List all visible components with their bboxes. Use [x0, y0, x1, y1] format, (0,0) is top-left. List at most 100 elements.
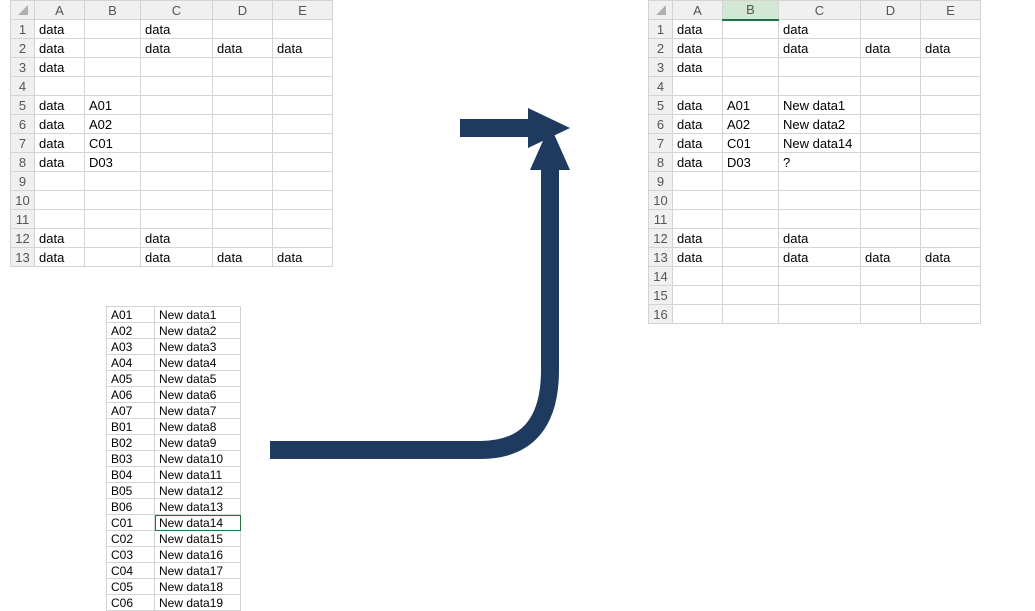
cell-C13[interactable]: data: [141, 248, 213, 267]
lookup-value[interactable]: New data1: [155, 307, 241, 323]
cell-B10[interactable]: [723, 191, 779, 210]
lookup-key[interactable]: C04: [107, 563, 155, 579]
cell-A2[interactable]: data: [673, 39, 723, 58]
cell-B9[interactable]: [85, 172, 141, 191]
cell-C2[interactable]: data: [779, 39, 861, 58]
cell-E4[interactable]: [921, 77, 981, 96]
lookup-value[interactable]: New data7: [155, 403, 241, 419]
cell-E13[interactable]: data: [921, 248, 981, 267]
lookup-key[interactable]: A03: [107, 339, 155, 355]
cell-E9[interactable]: [921, 172, 981, 191]
cell-D2[interactable]: data: [861, 39, 921, 58]
cell-A4[interactable]: [673, 77, 723, 96]
row-header[interactable]: 15: [649, 286, 673, 305]
lookup-value[interactable]: New data16: [155, 547, 241, 563]
col-header-C[interactable]: C: [779, 1, 861, 20]
row-header[interactable]: 7: [649, 134, 673, 153]
lookup-key[interactable]: A05: [107, 371, 155, 387]
cell-A7[interactable]: data: [673, 134, 723, 153]
cell-D7[interactable]: [861, 134, 921, 153]
cell-C1[interactable]: data: [779, 20, 861, 39]
cell-D16[interactable]: [861, 305, 921, 324]
lookup-value[interactable]: New data6: [155, 387, 241, 403]
cell-A11[interactable]: [35, 210, 85, 229]
cell-A1[interactable]: data: [35, 20, 85, 39]
cell-B4[interactable]: [85, 77, 141, 96]
cell-C10[interactable]: [141, 191, 213, 210]
cell-A14[interactable]: [673, 267, 723, 286]
col-header-A[interactable]: A: [673, 1, 723, 20]
lookup-value[interactable]: New data19: [155, 595, 241, 611]
cell-D10[interactable]: [861, 191, 921, 210]
cell-D9[interactable]: [861, 172, 921, 191]
cell-D6[interactable]: [861, 115, 921, 134]
cell-C9[interactable]: [779, 172, 861, 191]
lookup-key[interactable]: C05: [107, 579, 155, 595]
cell-D8[interactable]: [861, 153, 921, 172]
select-all-corner[interactable]: [649, 1, 673, 20]
lookup-value[interactable]: New data9: [155, 435, 241, 451]
row-header[interactable]: 9: [11, 172, 35, 191]
row-header[interactable]: 4: [649, 77, 673, 96]
cell-B4[interactable]: [723, 77, 779, 96]
cell-C13[interactable]: data: [779, 248, 861, 267]
cell-D15[interactable]: [861, 286, 921, 305]
row-header[interactable]: 13: [11, 248, 35, 267]
cell-C3[interactable]: [141, 58, 213, 77]
cell-E2[interactable]: data: [273, 39, 333, 58]
cell-C12[interactable]: data: [779, 229, 861, 248]
row-header[interactable]: 3: [11, 58, 35, 77]
cell-A15[interactable]: [673, 286, 723, 305]
cell-D3[interactable]: [213, 58, 273, 77]
row-header[interactable]: 6: [11, 115, 35, 134]
cell-C16[interactable]: [779, 305, 861, 324]
cell-B15[interactable]: [723, 286, 779, 305]
cell-D2[interactable]: data: [213, 39, 273, 58]
cell-B7[interactable]: C01: [85, 134, 141, 153]
cell-B8[interactable]: D03: [723, 153, 779, 172]
cell-C1[interactable]: data: [141, 20, 213, 39]
cell-C11[interactable]: [141, 210, 213, 229]
row-header[interactable]: 11: [649, 210, 673, 229]
cell-A8[interactable]: data: [35, 153, 85, 172]
cell-A13[interactable]: data: [673, 248, 723, 267]
lookup-value[interactable]: New data3: [155, 339, 241, 355]
cell-C8[interactable]: [141, 153, 213, 172]
cell-E1[interactable]: [921, 20, 981, 39]
row-header[interactable]: 4: [11, 77, 35, 96]
lookup-key[interactable]: A02: [107, 323, 155, 339]
select-all-corner[interactable]: [11, 1, 35, 20]
cell-D3[interactable]: [861, 58, 921, 77]
row-header[interactable]: 1: [11, 20, 35, 39]
row-header[interactable]: 8: [11, 153, 35, 172]
cell-B5[interactable]: A01: [723, 96, 779, 115]
lookup-key[interactable]: B05: [107, 483, 155, 499]
cell-E4[interactable]: [273, 77, 333, 96]
cell-E10[interactable]: [921, 191, 981, 210]
cell-B6[interactable]: A02: [85, 115, 141, 134]
cell-A12[interactable]: data: [35, 229, 85, 248]
cell-C12[interactable]: data: [141, 229, 213, 248]
cell-E7[interactable]: [921, 134, 981, 153]
row-header[interactable]: 10: [649, 191, 673, 210]
lookup-key[interactable]: A07: [107, 403, 155, 419]
lookup-key[interactable]: C03: [107, 547, 155, 563]
cell-C11[interactable]: [779, 210, 861, 229]
cell-E8[interactable]: [921, 153, 981, 172]
lookup-key[interactable]: C06: [107, 595, 155, 611]
lookup-value[interactable]: New data10: [155, 451, 241, 467]
cell-C3[interactable]: [779, 58, 861, 77]
cell-C5[interactable]: [141, 96, 213, 115]
col-header-E[interactable]: E: [273, 1, 333, 20]
cell-B16[interactable]: [723, 305, 779, 324]
cell-E16[interactable]: [921, 305, 981, 324]
lookup-key[interactable]: B02: [107, 435, 155, 451]
cell-D11[interactable]: [861, 210, 921, 229]
cell-B1[interactable]: [723, 20, 779, 39]
cell-D13[interactable]: data: [861, 248, 921, 267]
lookup-value[interactable]: New data11: [155, 467, 241, 483]
cell-E15[interactable]: [921, 286, 981, 305]
col-header-D[interactable]: D: [861, 1, 921, 20]
cell-A6[interactable]: data: [673, 115, 723, 134]
cell-A5[interactable]: data: [35, 96, 85, 115]
